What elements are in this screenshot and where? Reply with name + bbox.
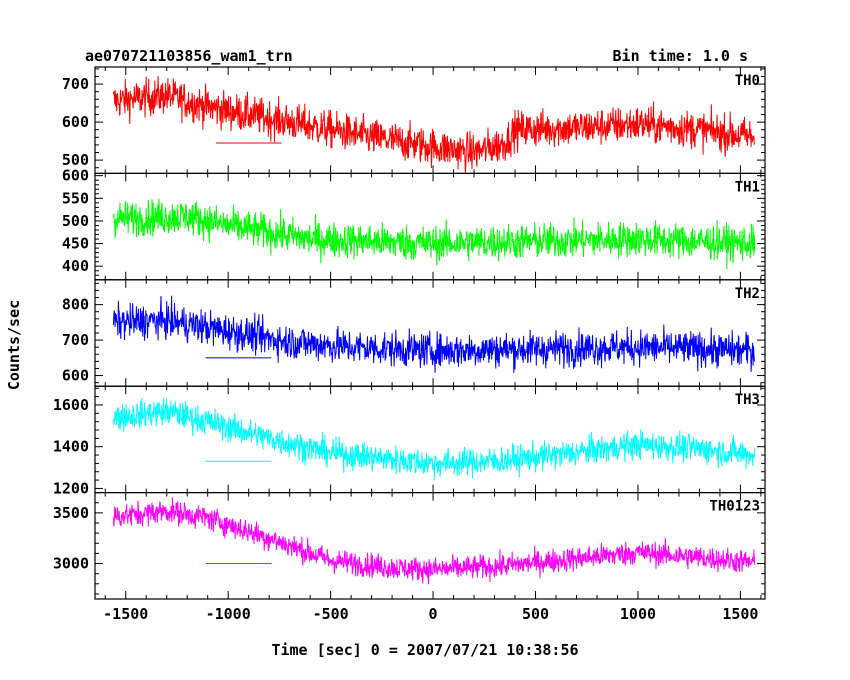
panel-frame bbox=[94, 492, 766, 600]
series-line-th2 bbox=[112, 295, 756, 374]
series-line-th0123 bbox=[112, 497, 756, 585]
x-tick-label: 1500 bbox=[722, 605, 758, 623]
x-tick-label: 0 bbox=[429, 605, 438, 623]
x-axis-label: Time [sec] 0 = 2007/07/21 10:38:56 bbox=[271, 641, 578, 659]
panel-label-th0: TH0 bbox=[735, 73, 760, 89]
y-axis-label: Counts/sec bbox=[5, 300, 23, 390]
y-tick-label: 550 bbox=[62, 189, 89, 207]
x-tick-label: -1000 bbox=[206, 605, 251, 623]
y-tick-label: 500 bbox=[62, 212, 89, 230]
panel-label-th3: TH3 bbox=[735, 392, 760, 408]
series-line-th3 bbox=[112, 397, 756, 481]
y-tick-label: 600 bbox=[62, 167, 89, 185]
panel-frame bbox=[94, 385, 766, 494]
y-tick-label: 3000 bbox=[53, 555, 89, 573]
panel-th1: 400 450 500 550 600 TH1 bbox=[62, 167, 766, 281]
series-line-th0 bbox=[112, 76, 756, 173]
x-tick-label: -500 bbox=[313, 605, 349, 623]
y-tick-label: 600 bbox=[62, 113, 89, 131]
bin-time-label: Bin time: 1.0 s bbox=[613, 47, 748, 65]
y-tick-label: 1600 bbox=[53, 396, 89, 414]
panel-label-th1: TH1 bbox=[735, 179, 760, 195]
x-tick-label: 1000 bbox=[620, 605, 656, 623]
x-axis: -1500 -1000 -500 0 500 1000 1500 bbox=[103, 605, 758, 623]
y-tick-label: 800 bbox=[62, 296, 89, 314]
y-tick-label: 700 bbox=[62, 331, 89, 349]
y-tick-label: 1400 bbox=[53, 438, 89, 456]
panel-frame bbox=[94, 66, 766, 175]
panel-th3: 1200 1400 1600 TH3 bbox=[53, 385, 766, 497]
panel-th0: 500 600 700 TH0 bbox=[62, 66, 766, 175]
y-tick-label: 3500 bbox=[53, 504, 89, 522]
panel-label-th2: TH2 bbox=[735, 286, 760, 302]
y-tick-label: 1200 bbox=[53, 479, 89, 497]
y-tick-label: 700 bbox=[62, 75, 89, 93]
panel-label-th0123: TH0123 bbox=[709, 499, 760, 515]
panel-frame bbox=[94, 172, 766, 281]
y-tick-label: 500 bbox=[62, 151, 89, 169]
y-tick-label: 450 bbox=[62, 235, 89, 253]
x-tick-label: -1500 bbox=[103, 605, 148, 623]
x-tick-label: 500 bbox=[522, 605, 549, 623]
panel-th2: 600 700 800 TH2 bbox=[62, 279, 766, 387]
panel-th0123: 3000 3500 TH0123 bbox=[53, 492, 766, 600]
y-tick-label: 400 bbox=[62, 257, 89, 275]
figure-title: ae070721103856_wam1_trn bbox=[85, 47, 293, 65]
series-line-th1 bbox=[112, 198, 756, 270]
y-tick-label: 600 bbox=[62, 367, 89, 385]
